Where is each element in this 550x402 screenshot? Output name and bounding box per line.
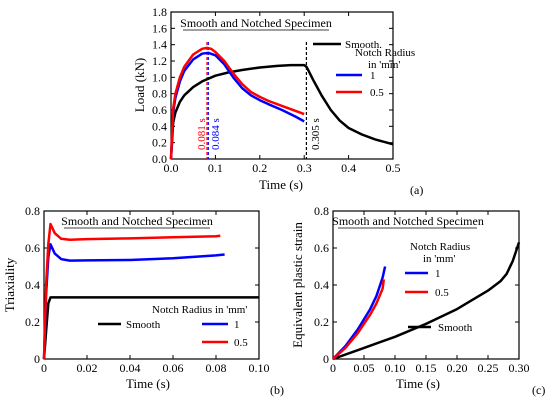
panel-a-ytick-label: 0.0 (152, 152, 167, 166)
panel-c-title: Smooth and Notched Specimen (332, 214, 484, 228)
panel-a-frame (170, 11, 394, 160)
panel-a-annotation-0305: 0.305 s (310, 118, 322, 150)
panel-c-xtick-label: 0.25 (478, 361, 499, 375)
panel-c-ytick-label: 0 (323, 352, 329, 366)
panel-b-series-line (42, 222, 221, 360)
panel-c-ytick-label: 0.4 (314, 278, 329, 292)
panel-b-xtick-label: 0.02 (77, 361, 98, 375)
panel-b-xtick-label: 0.04 (120, 361, 141, 375)
panel-b-ytick-label: 0.2 (25, 315, 40, 329)
panel-c-xtick-label: 0 (330, 361, 336, 375)
panel-c-xtick-label: 0.15 (416, 361, 437, 375)
panel-a-ytick-label: 0.4 (152, 119, 167, 133)
legend-c-smooth-text: Smooth (438, 322, 473, 334)
panel-b-xlabel: Time (s) (126, 376, 170, 391)
panel-a-xtick-label: 0.0 (164, 161, 179, 175)
panel-a-ytick-label: 1.6 (152, 21, 167, 35)
panel-c-ytick-label: 0.6 (314, 241, 329, 255)
panel-b-title: Smooth and Notched Specimen (61, 214, 213, 228)
panel-c-ytick-label: 0.2 (314, 315, 329, 329)
panel-c-series-line (332, 266, 387, 360)
legend-a-title-1: Notch Radius (355, 47, 415, 59)
panel-a-xlabel: Time (s) (259, 177, 303, 192)
legend-c-r1-text: 1 (435, 268, 441, 280)
panel-c: 0 0.05 0.10 0.15 0.20 0.25 0.30 0 0.2 0.4 0.6 0.8 S… (290, 204, 545, 397)
panel-a-xtick-label: 0.2 (252, 161, 267, 175)
panel-c-xtick-label: 0.10 (385, 361, 406, 375)
panel-a-label: (a) (410, 183, 423, 197)
panel-c-xtick-label: 0.30 (509, 361, 530, 375)
legend-a-title-2: in 'mm' (368, 59, 400, 71)
panel-b-xtick-label: 0.06 (163, 361, 184, 375)
panel-c-ytick-label: 0.8 (314, 204, 329, 218)
panel-a-series-line (169, 46, 305, 160)
panel-c-series-line (332, 242, 521, 361)
panel-b-xtick-label: 0.10 (249, 361, 270, 375)
panel-b-xtick-label: 0.08 (206, 361, 227, 375)
panel-a-ylabel: Load (kN) (132, 58, 147, 113)
panel-b-ytick-label: 0.6 (25, 241, 40, 255)
panel-a-xtick-label: 0.4 (341, 161, 356, 175)
legend-a-smooth-text: Smooth. (345, 39, 382, 51)
panel-a-ytick-label: 1.0 (152, 70, 167, 84)
panel-b-ylabel: Triaxiality (2, 257, 17, 312)
panel-a: 0.0 0.1 0.2 0.3 0.4 0.5 0.0 0.2 0.4 0.6 0.8 1.0 1.2 1… (132, 5, 423, 197)
legend-a-r1-text: 1 (370, 70, 376, 82)
panel-b: 0 0.02 0.04 0.06 0.08 0.10 0 0.2 0.4 0.6 0.8 Smoot… (2, 204, 284, 397)
panel-b-ytick-label: 0.4 (25, 278, 40, 292)
panel-a-xtick-label: 0.5 (386, 161, 401, 175)
panel-a-ytick-label: 0.6 (152, 103, 167, 117)
panel-c-label: (c) (532, 383, 545, 397)
legend-b-smooth-text: Smooth (126, 319, 161, 331)
panel-a-annotation-0081: 0.081 s (196, 118, 208, 150)
legend-c-r05-text: 0.5 (435, 287, 449, 299)
panel-b-label: (b) (270, 383, 284, 397)
panel-c-xtick-label: 0.05 (354, 361, 375, 375)
panel-a-series-line (169, 63, 394, 160)
panel-b-ytick-label: 0.8 (25, 204, 40, 218)
legend-c-title-2: in 'mm' (423, 253, 455, 265)
panel-b-frame (43, 210, 260, 360)
panel-c-xtick-label: 0.20 (447, 361, 468, 375)
panel-c-frame (332, 210, 520, 360)
panel-a-xtick-label: 0.1 (208, 161, 223, 175)
panel-c-xlabel: Time (s) (396, 376, 440, 391)
panel-a-xtick-label: 0.3 (297, 161, 312, 175)
panel-b-xtick-label: 0 (41, 361, 47, 375)
panel-b-ytick-label: 0 (34, 352, 40, 366)
panel-c-ylabel: Equivalent plastic strain (290, 222, 305, 348)
panel-b-series-line (42, 243, 225, 360)
legend-a-r05-text: 0.5 (370, 87, 384, 99)
panel-a-ytick-label: 1.8 (152, 5, 167, 19)
legend-b-r05-text: 0.5 (234, 337, 248, 349)
legend-c-title-1: Notch Radius (410, 241, 470, 253)
legend-b-title: Notch Radius in 'mm' (152, 304, 247, 316)
legend-b-r1-text: 1 (234, 319, 240, 331)
panel-a-annotation-0084: 0.084 s (210, 118, 222, 150)
panel-a-ytick-label: 1.2 (152, 54, 167, 68)
panel-a-ytick-label: 0.2 (152, 136, 167, 150)
panel-a-ytick-label: 1.4 (152, 38, 167, 52)
panel-c-series-line (332, 279, 386, 360)
panel-a-ytick-label: 0.8 (152, 87, 167, 101)
panel-a-title: Smooth and Notched Specimen (180, 16, 332, 30)
